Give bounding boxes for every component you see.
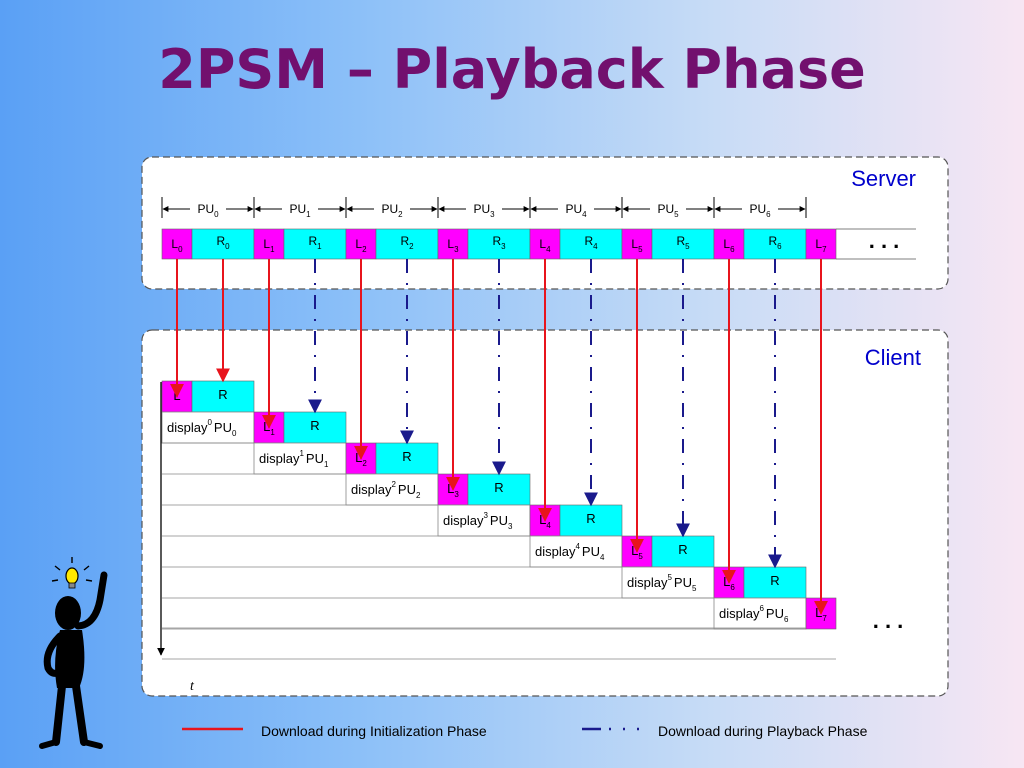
page-title: 2PSM – Playback Phase xyxy=(158,38,866,101)
pu-dim-label: PU1 xyxy=(289,202,311,219)
server-r-block xyxy=(559,228,623,260)
client-ellipsis: . . . xyxy=(873,608,904,633)
server-l-label: L3 xyxy=(447,237,459,254)
server-l-label: L6 xyxy=(723,237,735,254)
idea-lightbulb-icon xyxy=(51,557,93,589)
server-r-label: R6 xyxy=(768,234,782,251)
server-l-label: L1 xyxy=(263,237,275,254)
client-r-block xyxy=(375,442,439,475)
client-r-label: R xyxy=(678,542,687,557)
server-ellipsis: . . . xyxy=(869,228,900,253)
server-l-label: L7 xyxy=(815,237,827,254)
server-r-label: R0 xyxy=(216,234,230,251)
client-r-block xyxy=(559,504,623,537)
client-r-label: R xyxy=(402,449,411,464)
server-l-block xyxy=(621,228,653,260)
display-cell xyxy=(345,473,439,506)
client-label: Client xyxy=(865,345,921,370)
download-arrows xyxy=(170,259,828,615)
client-grid: LRdisplay0PU0L1Rdisplay1PU1L2Rdisplay2PU… xyxy=(161,380,904,660)
display-label: display2 PU2 xyxy=(351,480,421,500)
pu-dim-label: PU0 xyxy=(197,202,219,219)
server-r-label: R2 xyxy=(400,234,414,251)
display-label: display6 PU6 xyxy=(719,604,789,624)
server-r-block xyxy=(191,228,255,260)
server-l-block xyxy=(437,228,469,260)
client-r-label: R xyxy=(494,480,503,495)
pu-dim-label: PU5 xyxy=(657,202,679,219)
server-r-label: R3 xyxy=(492,234,506,251)
display-cell xyxy=(621,566,715,599)
client-r-block xyxy=(191,380,255,413)
display-cell xyxy=(529,535,623,568)
legend-init-label: Download during Initialization Phase xyxy=(261,723,487,739)
server-label: Server xyxy=(851,166,916,191)
server-l-label: L0 xyxy=(171,237,183,254)
server-l-label: L4 xyxy=(539,237,551,254)
client-r-block xyxy=(743,566,807,599)
pu-dimension-row: PU0 PU1 PU2 PU3 PU4 PU5 PU6 xyxy=(161,197,807,219)
server-block-row: L0 R0 L1 R1 L2 R2 L3 R3 L4 R4 L5 R5 L6 R6 L7 . . . xyxy=(161,228,916,260)
server-l-block xyxy=(805,228,837,260)
display-label: display3 PU3 xyxy=(443,511,513,531)
client-r-label: R xyxy=(770,573,779,588)
thinking-person-figure xyxy=(39,557,108,749)
server-l-label: L2 xyxy=(355,237,367,254)
server-r-block xyxy=(467,228,531,260)
server-r-label: R5 xyxy=(676,234,690,251)
client-r-label: R xyxy=(310,418,319,433)
client-r-label: R xyxy=(218,387,227,402)
display-label: display5 PU5 xyxy=(627,573,697,593)
pu-dim-label: PU3 xyxy=(473,202,495,219)
server-r-label: R4 xyxy=(584,234,598,251)
pu-dim-label: PU2 xyxy=(381,202,403,219)
legend-playback-label: Download during Playback Phase xyxy=(658,723,868,739)
server-r-block xyxy=(743,228,807,260)
display-label: display4 PU4 xyxy=(535,542,605,562)
server-r-label: R1 xyxy=(308,234,322,251)
time-axis-label: t xyxy=(190,679,195,694)
client-r-label: R xyxy=(586,511,595,526)
display-cell xyxy=(253,442,347,475)
pu-dim-label: PU6 xyxy=(749,202,771,219)
pu-dim-label: PU4 xyxy=(565,202,587,219)
display-label: display1 PU1 xyxy=(259,449,329,469)
display-label: display0 PU0 xyxy=(167,418,237,438)
server-r-block xyxy=(283,228,347,260)
server-l-label: L5 xyxy=(631,237,643,254)
